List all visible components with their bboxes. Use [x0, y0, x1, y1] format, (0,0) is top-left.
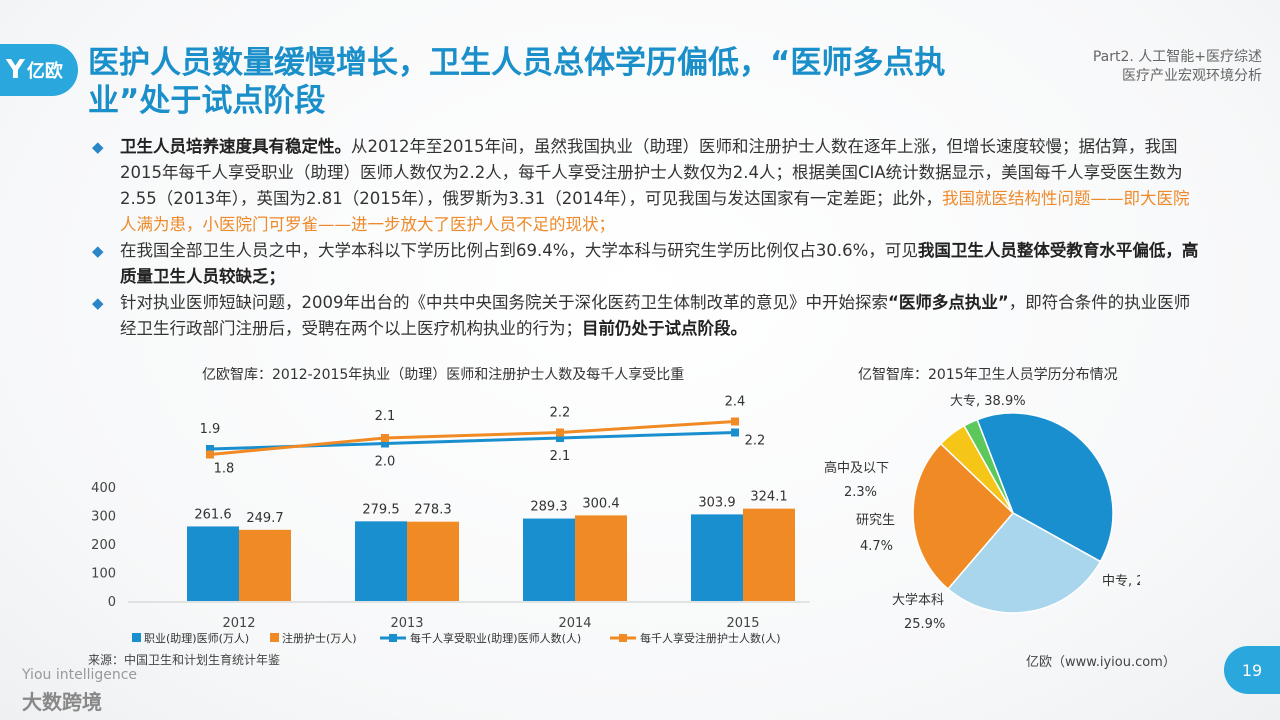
line-marker: [381, 434, 389, 442]
bullet-text: ，即符合条件的执业医师经卫生行政部门注册后，受聘在两个以上医疗机构执业的行为；: [120, 293, 1191, 338]
line-value-label: 2.2: [550, 406, 571, 421]
pie-label: 25.9%: [904, 617, 945, 632]
legend-label: 职业(助理)医师(万人): [144, 631, 249, 645]
bar-value-label: 278.3: [414, 503, 451, 518]
diamond-bullet-icon: ◆: [92, 294, 104, 312]
y-tick-label: 300: [91, 510, 116, 525]
line-value-label: 2.0: [375, 455, 396, 470]
legend-marker: [389, 634, 397, 642]
line-marker: [731, 417, 739, 426]
bullet-text: 针对执业医师短缺问题，2009年出台的《中共中央国务院关于深化医药卫生体制改革的…: [120, 293, 888, 312]
bar-chart-title: 亿欧智库：2012-2015年执业（助理）医师和注册护士人数及每千人享受比重: [202, 367, 685, 383]
bar-value-label: 289.3: [530, 500, 567, 515]
x-tick-label: 2012: [222, 616, 255, 631]
line-value-label: 2.1: [550, 449, 571, 464]
bullet-item: ◆ 针对执业医师短缺问题，2009年出台的《中共中央国务院关于深化医药卫生体制改…: [92, 290, 1202, 342]
bar-line-chart: 400 300 200 100 0 261.6 249.7 2012 279.5 278.3 201…: [91, 395, 810, 645]
y-tick-label: 100: [91, 567, 116, 582]
site-url: 亿欧（www.iyiou.com）: [1026, 655, 1176, 670]
section-part: Part2. 人工智能+医疗综述: [1092, 49, 1262, 65]
diamond-bullet-icon: ◆: [92, 138, 104, 156]
pie-label: 高中及以下: [824, 460, 889, 476]
bar-nurses: [407, 521, 459, 601]
x-tick-label: 2015: [726, 616, 759, 631]
line-value-label: 1.9: [200, 422, 221, 437]
bullet-text: 在我国全部卫生人员之中，大学本科以下学历比例占到69.4%，大学本科与研究生学历…: [120, 241, 918, 260]
legend-swatch: [270, 633, 279, 642]
bullet-bold: 我国卫生人员整体受教育水平偏低，高质量卫生人员较缺乏；: [120, 241, 1199, 286]
legend-marker: [619, 634, 627, 642]
line-marker: [556, 434, 564, 442]
footer-brand-en: Yiou intelligence: [22, 667, 138, 683]
line-value-label: 2.4: [725, 395, 746, 410]
page-title: 医护人员数量缓慢增长，卫生人员总体学历偏低，“医师多点执业”处于试点阶段: [88, 45, 946, 119]
bullet-item: ◆ 卫生人员培养速度具有稳定性。从2012年至2015年间，虽然我国执业（助理）…: [92, 134, 1202, 238]
bar-nurses: [575, 515, 627, 601]
section-label: Part2. 人工智能+医疗综述 医疗产业宏观环境分析: [1093, 48, 1262, 86]
pie-slice-zhongzhuan: [946, 512, 1102, 614]
pie-slice-highschool: [963, 418, 1014, 514]
bullet-list: ◆ 卫生人员培养速度具有稳定性。从2012年至2015年间，虽然我国执业（助理）…: [92, 134, 1202, 342]
line-value-label: 2.2: [745, 434, 766, 449]
bullet-text: 从2012年至2015年间，虽然我国执业（助理）医师和注册护士人数在逐年上涨，但…: [120, 137, 1183, 208]
y-tick-label: 0: [108, 595, 116, 610]
source-note: 来源：中国卫生和计划生育统计年鉴: [88, 653, 281, 667]
pie-label: 中专, 28.2%: [1102, 574, 1140, 589]
bullet-bold: 卫生人员培养速度具有稳定性。: [120, 137, 351, 156]
bullet-highlight: 我国就医结构性问题——即大医院人满为患，小医院门可罗雀——进一步放大了医护人员不…: [120, 189, 1190, 234]
bar-value-label: 300.4: [582, 496, 619, 511]
y-tick-label: 400: [91, 481, 116, 496]
education-pie-chart: 大专, 38.9% 中专, 28.2% 大学本科 25.9% 研究生 4.7% 高中及以下 2…: [824, 394, 1140, 632]
pie-label: 研究生: [856, 513, 895, 528]
bar-value-label: 249.7: [246, 511, 283, 526]
pie-label: 2.3%: [844, 485, 877, 500]
legend-label: 注册护士(万人): [282, 631, 357, 645]
pie-label: 大专, 38.9%: [950, 394, 1026, 409]
legend-label: 每千人享受注册护士人数(人): [640, 631, 781, 645]
line-marker: [556, 428, 564, 437]
logo-y-icon: Y: [6, 55, 25, 85]
bar-nurses: [239, 529, 291, 601]
footer-brand-cn: 大数跨境: [22, 690, 102, 714]
pie-slice-dazhuan: [976, 412, 1114, 563]
pie-label: 4.7%: [860, 539, 893, 554]
diamond-bullet-icon: ◆: [92, 242, 104, 260]
bar-nurses: [743, 508, 795, 601]
bar-physicians: [187, 526, 239, 601]
bullet-bold: 目前仍处于试点阶段。: [582, 319, 747, 338]
bar-physicians: [523, 518, 575, 601]
x-tick-label: 2014: [558, 616, 591, 631]
page-number: 19: [1224, 646, 1280, 694]
bar-value-label: 279.5: [362, 502, 399, 517]
line-marker: [731, 428, 739, 437]
line-marker: [381, 439, 389, 448]
bar-value-label: 324.1: [750, 490, 787, 505]
y-tick-label: 200: [91, 538, 116, 553]
bar-physicians: [691, 514, 743, 601]
bar-physicians: [355, 521, 407, 601]
section-sub: 医疗产业宏观环境分析: [1122, 68, 1262, 84]
bar-value-label: 261.6: [194, 507, 231, 522]
bar-value-label: 303.9: [698, 495, 735, 510]
line-marker: [206, 450, 214, 459]
line-value-label: 1.8: [214, 462, 235, 477]
pie-slice-bachelor: [912, 442, 1015, 591]
pie-chart-title: 亿智智库：2015年卫生人员学历分布情况: [858, 367, 1118, 383]
yiou-logo: Y 亿欧: [0, 44, 78, 96]
line-nurses-per-thousand: [209, 420, 736, 456]
legend-label: 每千人享受职业(助理)医师人数(人): [410, 631, 581, 645]
pie-label: 大学本科: [892, 592, 944, 608]
line-marker: [206, 445, 214, 453]
x-tick-label: 2013: [390, 616, 423, 631]
bullet-bold: “医师多点执业”: [888, 293, 1009, 312]
line-value-label: 2.1: [375, 409, 396, 424]
bullet-item: ◆ 在我国全部卫生人员之中，大学本科以下学历比例占到69.4%，大学本科与研究生…: [92, 238, 1202, 290]
logo-text: 亿欧: [26, 61, 63, 82]
legend-swatch: [132, 633, 141, 642]
